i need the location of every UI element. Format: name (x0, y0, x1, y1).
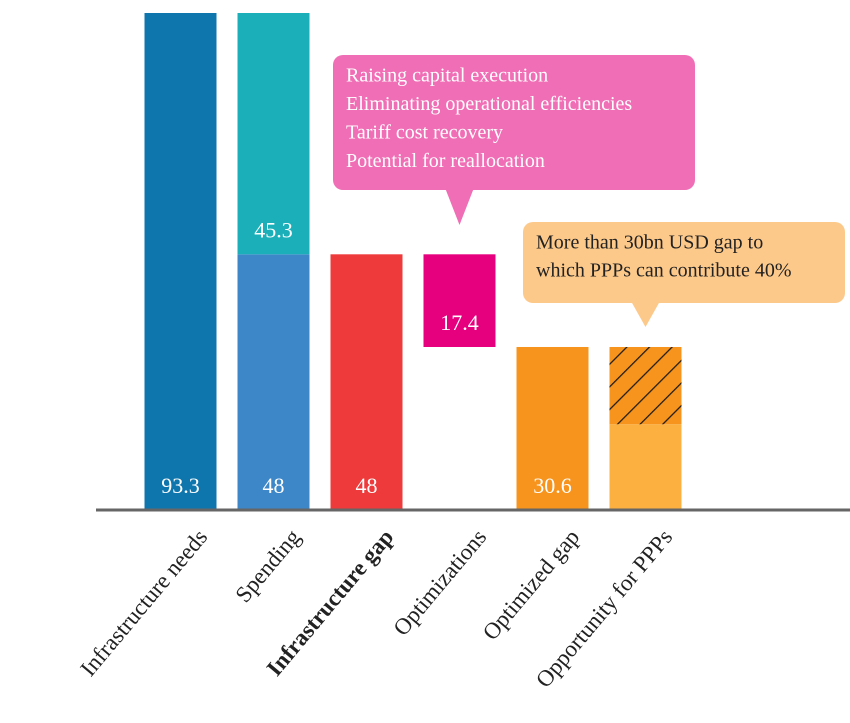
bar-segment (144, 13, 217, 510)
value-label: 45.3 (254, 217, 293, 242)
callout-box (523, 222, 845, 303)
callout: More than 30bn USD gap to which PPPs can … (523, 222, 845, 327)
callout-text: Eliminating operational efficiencies (346, 93, 632, 115)
value-label: 48 (263, 473, 285, 498)
bar-segment (423, 254, 496, 347)
bar-segment (330, 254, 403, 510)
x-tick-label: Spending (230, 524, 305, 607)
bar-segment (237, 254, 310, 510)
x-tick-label: Optimizations (388, 525, 491, 641)
callout-text: More than 30bn USD gap to (536, 232, 763, 254)
callout: Raising capital execution Eliminating ope… (333, 55, 695, 225)
callout-pointer (631, 302, 660, 327)
hatch-overlay (609, 346, 682, 425)
value-label: 48 (356, 473, 378, 498)
callout-pointer (445, 189, 474, 225)
x-tick-label: Optimized gap (478, 525, 585, 645)
callout-text: Tariff cost recovery (346, 122, 503, 144)
bar-segment (237, 13, 310, 255)
value-label: 30.6 (533, 473, 572, 498)
x-tick-label: Infrastructure needs (75, 525, 212, 682)
bar-segment (516, 346, 589, 510)
value-label: 17.4 (440, 310, 479, 335)
bar-segment (609, 424, 682, 510)
callout-box (333, 55, 695, 190)
callout-text: which PPPs can contribute 40% (536, 260, 792, 282)
callout-text: Potential for reallocation (346, 150, 545, 172)
value-label: 93.3 (161, 473, 200, 498)
callout-text: Raising capital execution (346, 65, 548, 87)
